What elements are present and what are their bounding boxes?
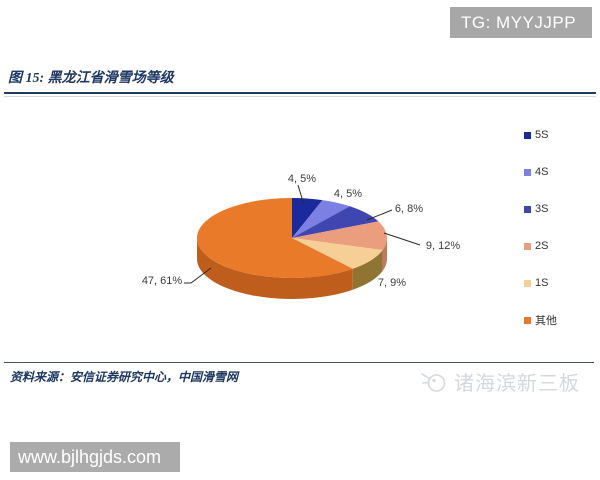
leader-line-5S xyxy=(297,184,305,206)
legend-label: 4S xyxy=(535,166,549,178)
legend-item-3S: 3S xyxy=(524,203,557,215)
leader-line-其他 xyxy=(184,267,212,284)
figure-title: 图 15: 黑龙江省滑雪场等级 xyxy=(8,71,174,86)
pie-slice-其他 xyxy=(196,198,353,278)
legend-swatch-icon xyxy=(524,242,531,250)
pie-slice-1S xyxy=(292,238,383,269)
legend-label: 3S xyxy=(535,203,549,215)
data-label-其他: 47, 61% xyxy=(141,275,183,287)
footer-rule xyxy=(4,362,594,363)
site-url-badge: www.bjlhgjds.com xyxy=(10,442,180,472)
legend-swatch-icon xyxy=(524,131,531,139)
pie-slice-side-1S xyxy=(352,250,383,290)
legend-label: 2S xyxy=(535,240,549,252)
legend-label: 5S xyxy=(535,129,549,141)
legend-label: 1S xyxy=(535,277,549,289)
data-label-4S: 4, 5% xyxy=(333,188,363,200)
legend-item-1S: 1S xyxy=(524,277,557,289)
legend-label: 其他 xyxy=(535,315,557,327)
title-rule-shadow xyxy=(4,96,596,97)
pie-slice-side-其他 xyxy=(197,238,353,300)
legend-swatch-icon xyxy=(524,205,531,213)
pie-slice-5S xyxy=(292,198,323,238)
legend-swatch-icon xyxy=(524,316,531,324)
legend-item-2S: 2S xyxy=(524,240,557,252)
brand-watermark-text: 诸海滨新三板 xyxy=(454,372,580,395)
brand-logo-icon xyxy=(421,373,446,392)
leader-line-2S xyxy=(383,232,421,246)
legend-item-5S: 5S xyxy=(524,129,557,141)
data-label-3S: 6, 8% xyxy=(394,203,424,215)
pie-slice-4S xyxy=(292,200,350,238)
legend-item-其他: 其他 xyxy=(524,314,557,327)
brand-watermark: 诸海滨新三板 xyxy=(421,366,580,396)
chart-legend: 5S 4S 3S 2S 1S 其他 xyxy=(524,129,557,327)
legend-item-4S: 4S xyxy=(524,166,557,178)
pie-slice-3S xyxy=(292,206,379,238)
pie-slice-2S xyxy=(292,221,388,251)
title-rule xyxy=(4,92,596,94)
data-label-2S: 9, 12% xyxy=(425,240,461,252)
pie-slice-side-2S xyxy=(382,238,387,272)
source-note: 资料来源：安信证券研究中心，中国滑雪网 xyxy=(10,370,239,384)
data-label-1S: 7, 9% xyxy=(377,277,407,289)
legend-swatch-icon xyxy=(524,168,531,176)
legend-swatch-icon xyxy=(524,279,531,287)
leader-line-3S xyxy=(366,209,393,221)
data-label-5S: 4, 5% xyxy=(287,173,317,185)
tg-watermark-badge: TG: MYYJJPP xyxy=(450,7,592,38)
